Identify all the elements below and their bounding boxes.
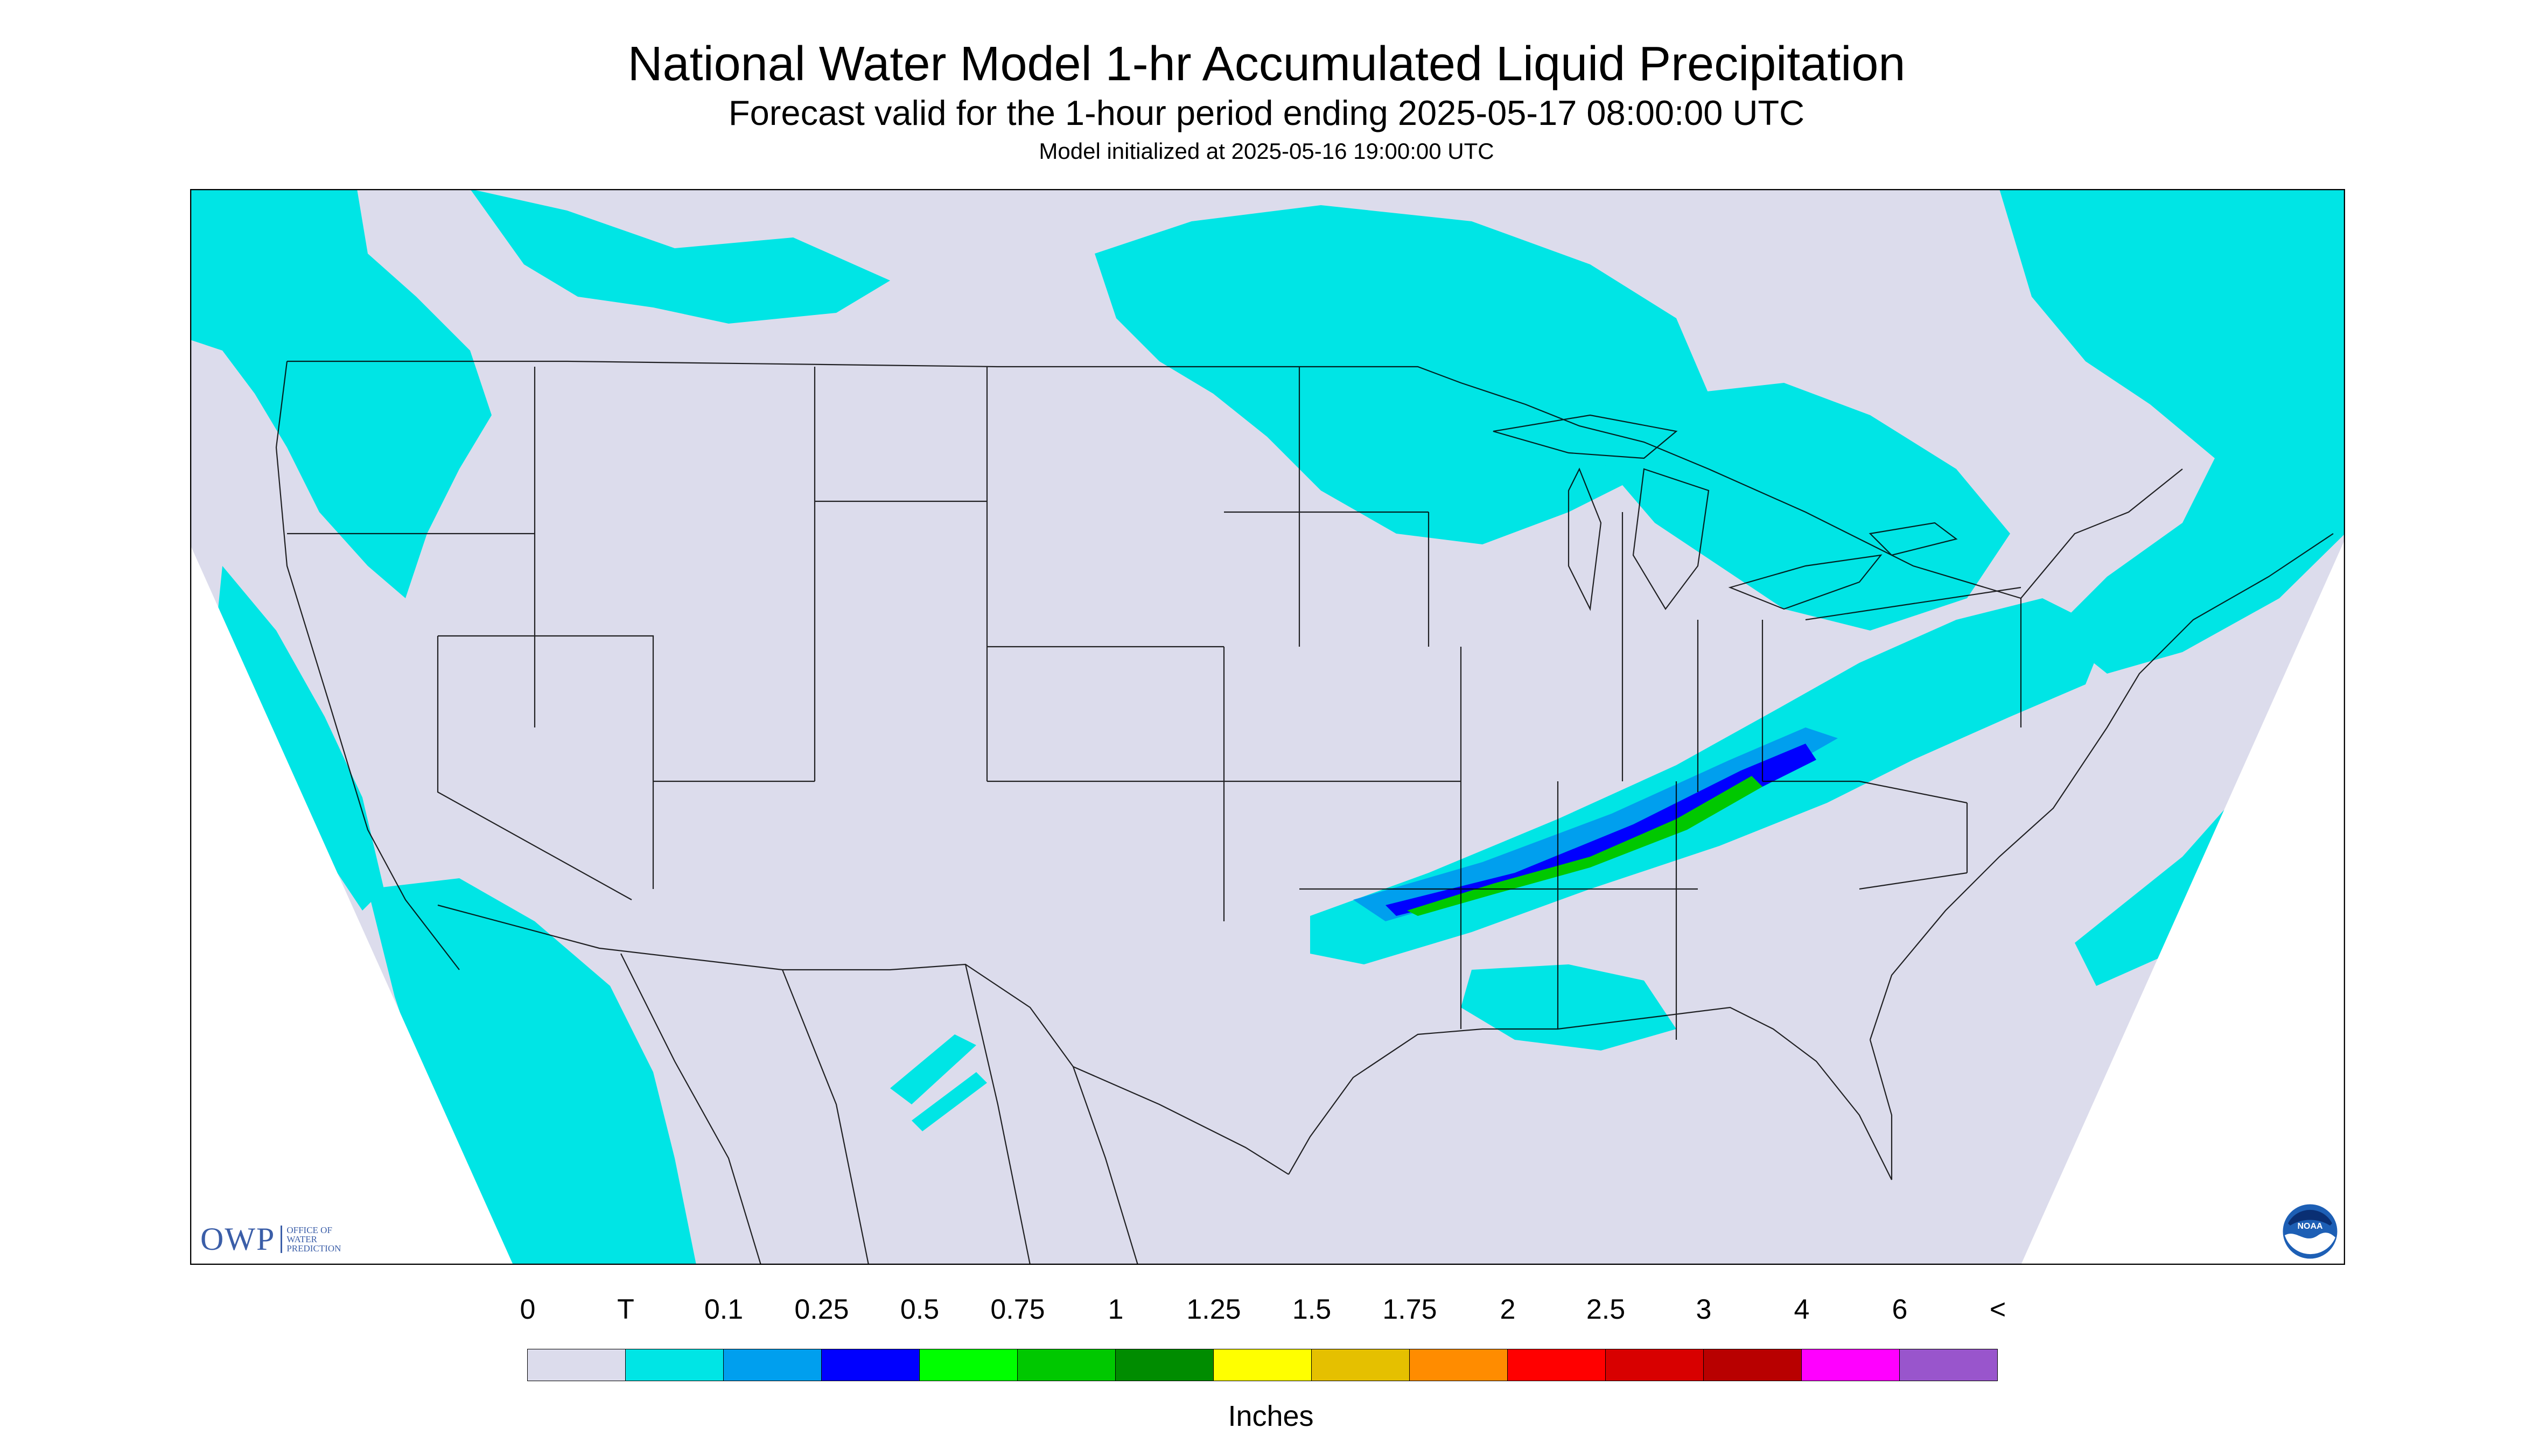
gulf-coast-line xyxy=(1288,1006,1893,1180)
precipitation-map xyxy=(190,189,2345,1265)
colorbar-tick-label: 2.5 xyxy=(1586,1294,1626,1325)
state-lines-central xyxy=(1224,367,1698,1040)
colorbar-tick-label: 1.25 xyxy=(1186,1294,1241,1325)
colorbar-tick-label: 0.25 xyxy=(794,1294,849,1325)
colorbar-swatch xyxy=(1017,1349,1116,1381)
precip-great-lakes xyxy=(1590,383,2010,631)
precip-field xyxy=(190,189,2345,1265)
colorbar-tick-label: T xyxy=(617,1294,634,1325)
colorbar-tick-label: 0.5 xyxy=(900,1294,940,1325)
colorbar-swatch xyxy=(1605,1349,1704,1381)
colorbar-swatch xyxy=(1507,1349,1606,1381)
noaa-logo-icon: NOAA xyxy=(2281,1202,2339,1261)
colorbar-swatch xyxy=(625,1349,724,1381)
boundary-lines xyxy=(275,360,2334,1265)
colorbar-tick-label: 0 xyxy=(520,1294,536,1325)
mexico-states xyxy=(620,953,1139,1265)
owp-logo-subtext: OFFICE OF WATER PREDICTION xyxy=(281,1224,341,1254)
east-coast-line xyxy=(1869,533,2334,1040)
us-canada-border xyxy=(287,360,2183,599)
precip-california-coast xyxy=(217,566,384,911)
colorbar-swatch xyxy=(1899,1349,1998,1381)
colorbar-legend: 0 T 0.1 0.25 0.5 0.75 1 1.25 1.5 1.75 2 2.5 3 4 6 < Inc… xyxy=(520,1293,2014,1455)
owp-logo-letters: OWP xyxy=(200,1221,276,1257)
west-coast xyxy=(275,361,460,970)
colorbar-tick-label: 1 xyxy=(1108,1294,1124,1325)
colorbar-swatch xyxy=(919,1349,1018,1381)
colorbar-tick-label: 1.75 xyxy=(1382,1294,1437,1325)
precip-baja-pacific xyxy=(368,878,696,1265)
colorbar-swatch xyxy=(1311,1349,1410,1381)
colorbar-tick-label: 3 xyxy=(1696,1294,1712,1325)
precip-northern-rockies xyxy=(470,189,890,324)
colorbar-swatch xyxy=(1801,1349,1900,1381)
state-lines-east xyxy=(1621,512,2022,890)
map-frame-border xyxy=(190,189,2345,1265)
colorbar-swatches xyxy=(527,1349,1998,1382)
precip-pacific-northwest xyxy=(190,189,492,598)
forecast-valid-subtitle: Forecast valid for the 1-hour period end… xyxy=(728,93,1805,132)
colorbar-tick-label: 0.1 xyxy=(704,1294,744,1325)
colorbar-units-label: Inches xyxy=(1228,1400,1314,1432)
map-title: National Water Model 1-hr Accumulated Li… xyxy=(627,37,1906,91)
colorbar-swatch xyxy=(1409,1349,1508,1381)
colorbar-swatch xyxy=(821,1349,920,1381)
owp-subtext-line: OFFICE OF xyxy=(286,1224,332,1235)
owp-subtext-line: WATER xyxy=(286,1234,318,1244)
owp-logo: OWP OFFICE OF WATER PREDICTION xyxy=(200,1220,341,1258)
precip-core-blue xyxy=(1386,744,1816,916)
owp-subtext-line: PREDICTION xyxy=(286,1243,341,1254)
great-lakes-outline xyxy=(1493,414,1958,611)
colorbar-swatch xyxy=(723,1349,822,1381)
colorbar-tick-label: 1.5 xyxy=(1292,1294,1332,1325)
precip-northeast-canada xyxy=(1999,189,2345,674)
precip-texas-streaks xyxy=(890,1034,987,1131)
colorbar-swatch xyxy=(1115,1349,1214,1381)
colorbar-tick-label: < xyxy=(1989,1294,2006,1325)
colorbar-swatch xyxy=(1703,1349,1802,1381)
precip-core-green xyxy=(1407,776,1762,916)
colorbar-tick-label: 0.75 xyxy=(990,1294,1045,1325)
colorbar-tick-label: 4 xyxy=(1794,1294,1810,1325)
us-mexico-border xyxy=(437,904,1289,1175)
state-lines-west xyxy=(287,367,1225,921)
colorbar-swatch xyxy=(527,1349,626,1381)
precip-upper-midwest-swirl xyxy=(1095,205,1709,544)
precip-atlantic-offshore xyxy=(2075,652,2345,986)
noaa-logo-text: NOAA xyxy=(2297,1222,2323,1231)
precip-core-light-blue xyxy=(1353,727,1838,921)
colorbar-swatch xyxy=(1213,1349,1312,1381)
colorbar-tick-label: 6 xyxy=(1892,1294,1908,1325)
colorbar-tick-label: 2 xyxy=(1500,1294,1516,1325)
model-initialized-text: Model initialized at 2025-05-16 19:00:00… xyxy=(1039,138,1494,164)
